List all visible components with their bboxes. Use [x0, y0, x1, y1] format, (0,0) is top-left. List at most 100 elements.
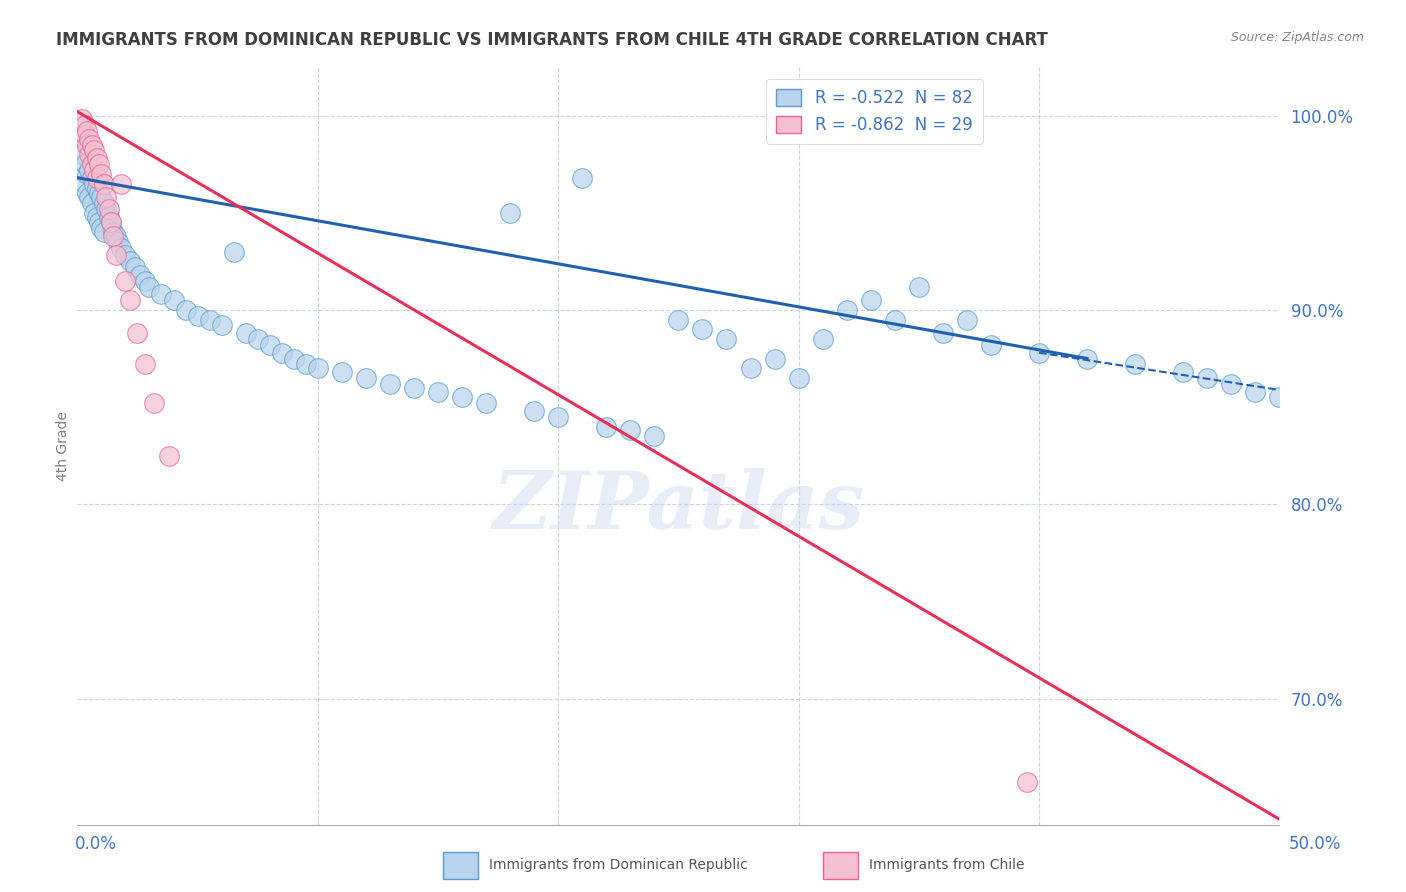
- Point: [103, 229, 125, 244]
- Point: [93, 225, 115, 239]
- Point: [90, 167, 112, 181]
- Point: [283, 351, 305, 366]
- Point: [87, 157, 110, 171]
- Point: [980, 338, 1002, 352]
- Point: [1028, 345, 1050, 359]
- Point: [1244, 384, 1267, 399]
- Point: [198, 312, 221, 326]
- Point: [619, 424, 641, 438]
- Point: [96, 190, 118, 204]
- Point: [157, 449, 180, 463]
- Point: [80, 137, 103, 152]
- Point: [246, 332, 269, 346]
- Point: [475, 396, 498, 410]
- Point: [70, 147, 93, 161]
- Point: [97, 210, 120, 224]
- Point: [908, 279, 931, 293]
- Point: [100, 215, 122, 229]
- Point: [643, 429, 665, 443]
- Point: [97, 202, 120, 216]
- Point: [87, 186, 110, 201]
- Point: [138, 279, 160, 293]
- Point: [76, 167, 98, 181]
- Point: [1015, 775, 1038, 789]
- Point: [100, 215, 122, 229]
- Point: [186, 309, 209, 323]
- Point: [1220, 376, 1243, 391]
- Point: [811, 332, 834, 346]
- Point: [76, 186, 98, 201]
- Point: [128, 268, 150, 282]
- Point: [104, 229, 127, 244]
- Text: Immigrants from Chile: Immigrants from Chile: [869, 858, 1025, 872]
- Point: [143, 396, 166, 410]
- Point: [378, 376, 401, 391]
- Point: [692, 322, 714, 336]
- FancyBboxPatch shape: [823, 852, 858, 879]
- Point: [523, 404, 546, 418]
- Text: Source: ZipAtlas.com: Source: ZipAtlas.com: [1230, 31, 1364, 45]
- Point: [76, 137, 98, 152]
- Point: [96, 202, 118, 216]
- Point: [80, 196, 103, 211]
- Point: [259, 338, 281, 352]
- Point: [80, 157, 103, 171]
- Point: [307, 361, 329, 376]
- Point: [427, 384, 450, 399]
- Point: [134, 357, 156, 371]
- Point: [883, 312, 905, 326]
- Point: [222, 244, 245, 259]
- Point: [73, 118, 96, 132]
- Point: [87, 215, 110, 229]
- Point: [1197, 371, 1219, 385]
- Point: [174, 302, 197, 317]
- Point: [114, 274, 136, 288]
- Point: [127, 326, 149, 341]
- Point: [86, 170, 108, 185]
- Point: [79, 190, 101, 204]
- Point: [150, 287, 173, 301]
- Point: [83, 163, 105, 178]
- Point: [107, 235, 129, 249]
- Point: [354, 371, 377, 385]
- Point: [859, 293, 882, 308]
- Point: [79, 163, 101, 178]
- Point: [211, 318, 233, 333]
- Text: 50.0%: 50.0%: [1288, 835, 1341, 853]
- Point: [294, 357, 316, 371]
- Point: [787, 371, 810, 385]
- Point: [668, 312, 690, 326]
- Point: [114, 248, 136, 262]
- Text: 0.0%: 0.0%: [75, 835, 117, 853]
- Point: [1173, 365, 1195, 379]
- Point: [83, 144, 105, 158]
- Point: [76, 124, 98, 138]
- Point: [763, 351, 786, 366]
- Point: [235, 326, 257, 341]
- Y-axis label: 4th Grade: 4th Grade: [56, 411, 70, 481]
- Point: [93, 177, 115, 191]
- Point: [270, 345, 292, 359]
- Text: ZIPatlas: ZIPatlas: [492, 468, 865, 545]
- Point: [932, 326, 955, 341]
- Point: [83, 177, 105, 191]
- Point: [73, 128, 96, 142]
- Point: [120, 254, 142, 268]
- Point: [595, 419, 617, 434]
- Point: [73, 177, 96, 191]
- Point: [499, 205, 522, 219]
- Point: [83, 205, 105, 219]
- Point: [120, 293, 142, 308]
- Text: IMMIGRANTS FROM DOMINICAN REPUBLIC VS IMMIGRANTS FROM CHILE 4TH GRADE CORRELATIO: IMMIGRANTS FROM DOMINICAN REPUBLIC VS IM…: [56, 31, 1047, 49]
- Point: [716, 332, 738, 346]
- Legend: R = -0.522  N = 82, R = -0.862  N = 29: R = -0.522 N = 82, R = -0.862 N = 29: [766, 79, 983, 144]
- Point: [73, 157, 96, 171]
- Point: [80, 170, 103, 185]
- Point: [162, 293, 184, 308]
- Point: [1268, 391, 1291, 405]
- Point: [110, 241, 132, 255]
- Point: [547, 409, 569, 424]
- Point: [571, 170, 593, 185]
- Point: [134, 274, 156, 288]
- Point: [90, 221, 112, 235]
